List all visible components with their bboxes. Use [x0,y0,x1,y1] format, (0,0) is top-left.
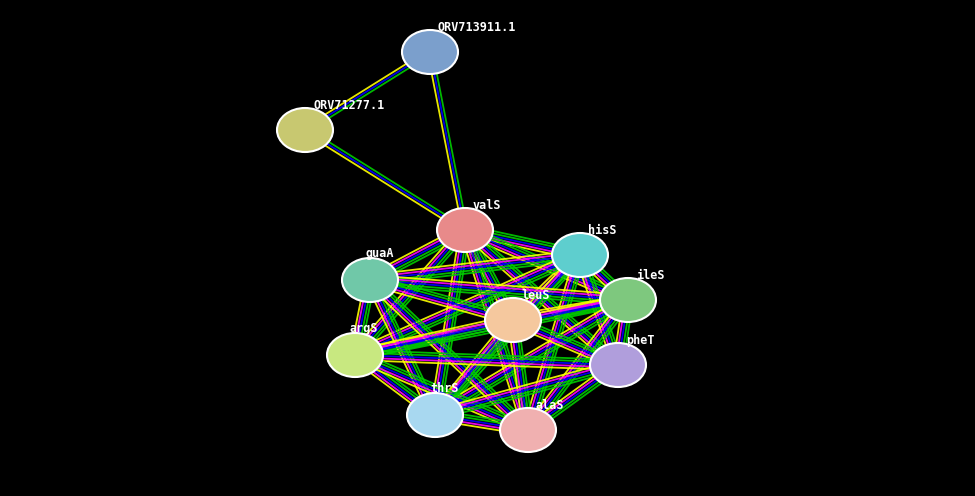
Text: valS: valS [473,199,501,212]
Ellipse shape [327,333,383,377]
Text: argS: argS [350,322,378,335]
Text: alaS: alaS [536,399,565,412]
Text: ORV713911.1: ORV713911.1 [438,21,517,34]
Ellipse shape [485,298,541,342]
Ellipse shape [552,233,608,277]
Ellipse shape [407,393,463,437]
Ellipse shape [277,108,333,152]
Ellipse shape [437,208,493,252]
Text: ORV71277.1: ORV71277.1 [313,99,384,112]
Text: guaA: guaA [365,247,394,260]
Text: ileS: ileS [636,269,665,282]
Ellipse shape [342,258,398,302]
Text: thrS: thrS [430,382,458,395]
Ellipse shape [600,278,656,322]
Ellipse shape [402,30,458,74]
Ellipse shape [500,408,556,452]
Ellipse shape [590,343,646,387]
Text: leuS: leuS [521,289,550,302]
Text: pheT: pheT [626,334,654,347]
Text: hisS: hisS [588,224,616,237]
